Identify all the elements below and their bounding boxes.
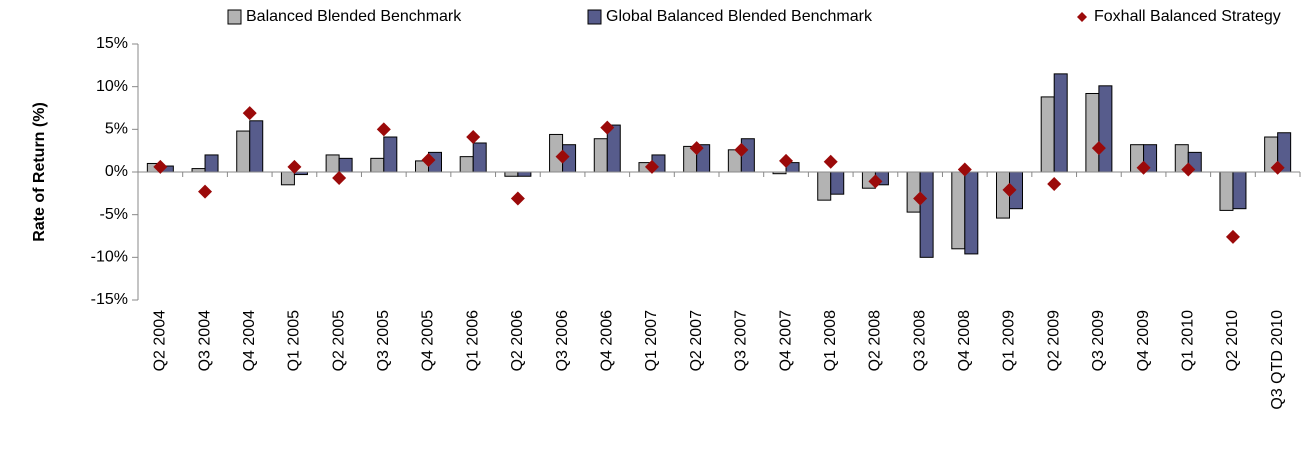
x-tick-label: Q1 2009 <box>1001 310 1018 371</box>
x-tick-label: Q2 2010 <box>1224 310 1241 371</box>
point <box>913 191 928 206</box>
point <box>555 149 570 164</box>
point <box>1091 141 1106 156</box>
point <box>287 159 302 174</box>
x-tick-label: Q3 2006 <box>554 310 571 371</box>
bar <box>740 138 755 173</box>
y-tick-label: 0% <box>105 163 128 180</box>
x-tick-label: Q1 2006 <box>464 310 481 371</box>
y-tick-label: -10% <box>91 249 128 266</box>
point <box>779 153 794 168</box>
point <box>1002 182 1017 197</box>
bar <box>370 157 385 173</box>
x-tick-label: Q3 2009 <box>1090 310 1107 371</box>
legend-swatch <box>587 9 602 25</box>
bar <box>249 120 264 173</box>
point <box>689 141 704 156</box>
y-tick-label: 5% <box>105 121 128 138</box>
legend-label: Balanced Blended Benchmark <box>246 8 462 25</box>
point <box>242 106 257 121</box>
point <box>644 159 659 174</box>
x-tick-label: Q1 2007 <box>643 310 660 371</box>
bar <box>504 171 519 177</box>
bar <box>325 154 340 173</box>
y-tick-label: 10% <box>96 78 128 95</box>
bar <box>383 136 398 173</box>
y-tick-label: -5% <box>100 206 128 223</box>
bar <box>593 138 608 173</box>
legend-label: Global Balanced Blended Benchmark <box>606 8 873 25</box>
legend-swatch <box>227 9 242 25</box>
point <box>868 174 883 189</box>
legend-swatch <box>1077 12 1087 22</box>
point <box>421 153 436 168</box>
x-tick-label: Q1 2008 <box>822 310 839 371</box>
x-tick-label: Q4 2005 <box>420 310 437 371</box>
bar <box>951 171 966 250</box>
bar <box>830 171 845 195</box>
bar <box>996 171 1010 219</box>
point <box>1225 229 1240 244</box>
point <box>332 170 347 185</box>
x-tick-label: Q3 2005 <box>375 310 392 371</box>
point <box>466 130 481 145</box>
bar <box>338 157 353 173</box>
x-tick-label: Q4 2007 <box>777 310 794 371</box>
bar <box>236 130 251 173</box>
x-tick-label: Q3 QTD 2010 <box>1269 310 1286 410</box>
bar <box>964 171 979 255</box>
point <box>1136 160 1151 175</box>
bar <box>1219 171 1234 211</box>
point <box>600 120 615 135</box>
x-tick-label: Q2 2009 <box>1045 310 1062 371</box>
y-tick-label: -15% <box>91 291 128 308</box>
bar <box>1085 92 1100 173</box>
x-tick-label: Q4 2006 <box>598 310 615 371</box>
bar <box>517 171 532 177</box>
bar <box>1053 73 1068 173</box>
bar <box>817 171 832 201</box>
point <box>510 191 525 206</box>
bar <box>919 171 934 258</box>
x-tick-label: Q2 2004 <box>152 310 169 371</box>
x-tick-label: Q3 2004 <box>196 310 213 371</box>
bar <box>459 156 474 173</box>
x-tick-label: Q2 2005 <box>330 310 347 371</box>
point <box>198 184 213 199</box>
point <box>1181 162 1196 177</box>
x-tick-label: Q1 2010 <box>1179 310 1196 371</box>
bar <box>472 142 487 173</box>
point <box>153 159 168 174</box>
bar <box>1040 96 1055 173</box>
x-tick-label: Q1 2005 <box>286 310 303 371</box>
bar <box>280 171 295 186</box>
bar <box>1098 85 1113 173</box>
x-tick-label: Q3 2007 <box>733 310 750 371</box>
bar <box>191 168 206 173</box>
x-tick-label: Q4 2009 <box>1135 310 1152 371</box>
point <box>1270 160 1285 175</box>
x-tick-label: Q4 2008 <box>956 310 973 371</box>
bar <box>1232 171 1247 210</box>
y-axis-label: Rate of Return (%) <box>31 102 48 242</box>
x-tick-label: Q3 2008 <box>911 310 928 371</box>
point <box>376 122 391 137</box>
point <box>734 142 749 157</box>
x-tick-label: Q2 2006 <box>509 310 526 371</box>
bar <box>906 171 921 213</box>
x-tick-label: Q2 2008 <box>867 310 884 371</box>
point <box>957 162 972 177</box>
point <box>1047 176 1062 191</box>
x-tick-label: Q4 2004 <box>241 310 258 371</box>
x-tick-label: Q2 2007 <box>688 310 705 371</box>
point <box>823 154 838 169</box>
y-tick-label: 15% <box>96 35 128 52</box>
bar <box>204 154 219 173</box>
legend-label: Foxhall Balanced Strategy <box>1094 8 1281 25</box>
